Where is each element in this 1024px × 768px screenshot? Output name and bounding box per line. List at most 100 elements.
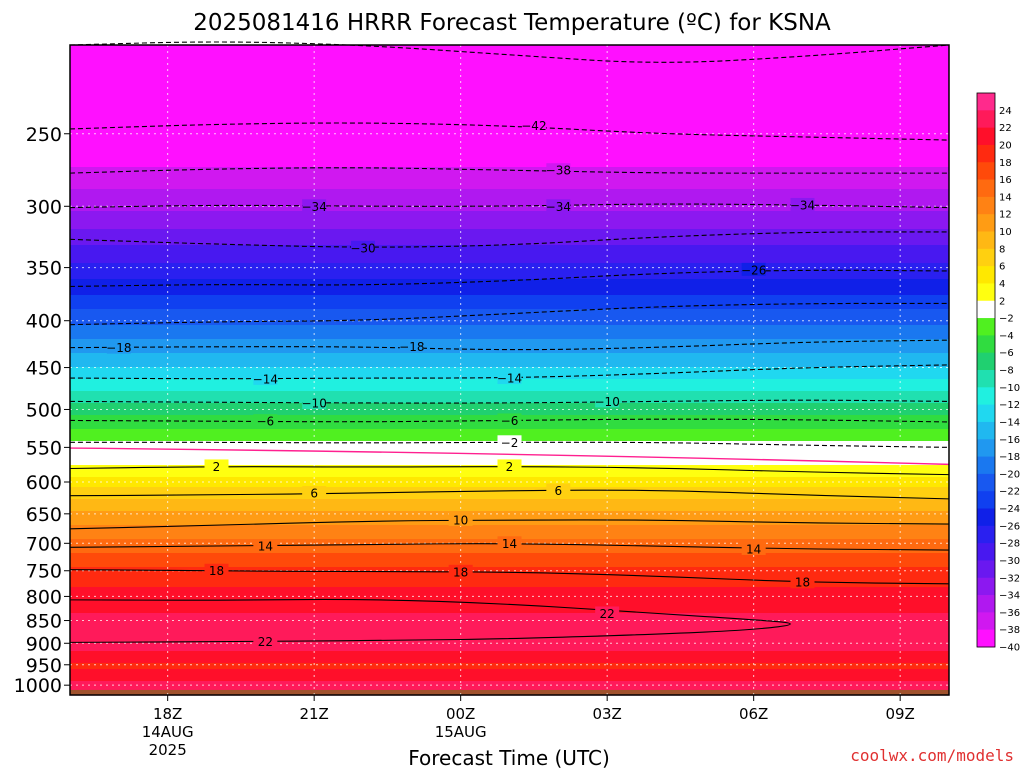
contour-label: −2 <box>501 436 519 450</box>
colorbar-frame <box>976 92 996 648</box>
freezing-level-line <box>69 447 950 466</box>
contour-label: 18 <box>209 564 224 578</box>
colorbar-label: 8 <box>999 244 1005 255</box>
x-tick-year: 2025 <box>149 741 187 759</box>
colorbar-swatch <box>977 421 995 440</box>
colorbar-label: −40 <box>999 643 1020 654</box>
y-tick-label: 850 <box>26 611 62 633</box>
x-tick-label: 06Z <box>739 705 768 723</box>
contour-minus-42 <box>69 41 950 63</box>
colorbar-label: −30 <box>999 556 1020 567</box>
colorbar-swatch <box>977 473 995 492</box>
contour-minus-2 <box>70 441 950 448</box>
colorbar-swatch <box>977 491 995 509</box>
colorbar-swatch <box>977 144 995 163</box>
colorbar-swatch <box>977 387 995 406</box>
contour-minus-18 <box>69 339 950 351</box>
contour-label-bg <box>497 459 522 473</box>
contour-label-bg <box>448 512 473 526</box>
colorbar-label: −22 <box>999 487 1020 498</box>
contour-label: 2 <box>506 460 514 474</box>
colorbar-label: −36 <box>999 608 1020 619</box>
colorbar-label: −14 <box>999 417 1020 428</box>
temperature-color-field <box>70 45 949 696</box>
contour-label: −18 <box>399 340 424 354</box>
contour-label-bg <box>399 339 424 353</box>
contour-label-bg <box>497 413 522 427</box>
contour-label: 14 <box>502 537 517 551</box>
contour-label: 14 <box>258 540 273 554</box>
contour-label-bg <box>204 459 229 473</box>
contour-14 <box>69 543 950 551</box>
colorbar-swatch <box>977 179 995 198</box>
contour-label-bg <box>302 199 327 213</box>
colorbar-swatch <box>977 110 995 129</box>
colorbar-label: 6 <box>999 262 1005 273</box>
contour-label: −34 <box>790 198 815 212</box>
contour-label-bg <box>351 240 375 254</box>
contour-lines: −42−38−34 −34 −34−30−26−18 −18−14 −14−10 −10−… <box>69 41 950 649</box>
y-tick-label: 450 <box>26 358 62 380</box>
colorbar-label: −16 <box>999 435 1020 446</box>
x-tick-label: 09Z <box>885 705 914 723</box>
contour-label-bg <box>253 414 278 428</box>
contour-label-bg <box>546 163 571 177</box>
colorbar-label: 24 <box>999 106 1012 117</box>
colorbar-label: −10 <box>999 383 1020 394</box>
colorbar-swatch <box>977 352 995 371</box>
colorbar-label: −20 <box>999 469 1020 480</box>
contour-label-bg <box>497 536 522 550</box>
colorbar-label: −2 <box>999 314 1014 325</box>
colorbar-label: −34 <box>999 591 1020 602</box>
colorbar-label: −8 <box>999 366 1014 377</box>
contour-minus-42 <box>69 122 950 141</box>
colorbar-swatch <box>977 612 995 631</box>
contour-label: −6 <box>256 415 274 429</box>
contour-label: 22 <box>258 635 273 649</box>
colorbar-label: −18 <box>999 452 1020 463</box>
y-axis: 2503003504004505005506006507007508008509… <box>14 124 70 697</box>
colorbar-swatch <box>977 300 995 319</box>
colorbar-label: −28 <box>999 539 1020 550</box>
colorbar-legend: 24 22 20 18 16 14 12 10 8 6 4 2 −2 −4 −6 −8 −10 −12 −14 −16… <box>976 92 1020 654</box>
y-tick-label: 300 <box>26 196 62 218</box>
colorbar-swatch <box>977 560 995 579</box>
y-tick-label: 800 <box>26 586 62 608</box>
contour-label: 18 <box>453 565 468 579</box>
contour-label-bg <box>253 634 278 648</box>
contour-label: 6 <box>310 487 318 501</box>
contour-label-bg <box>546 483 571 497</box>
contour-label-bg <box>790 575 815 589</box>
contour-label-bg <box>595 394 620 408</box>
contour-label-bg <box>253 539 278 553</box>
contour-label-bg <box>302 396 327 410</box>
colorbar-label: 20 <box>999 140 1012 151</box>
colorbar-swatch <box>977 370 995 388</box>
colorbar-label: 14 <box>999 192 1012 203</box>
y-tick-label: 700 <box>26 533 62 555</box>
colorbar-swatch <box>977 577 995 596</box>
colorbar-label: −24 <box>999 504 1020 515</box>
contour-label: −38 <box>546 164 571 178</box>
colorbar-label: −4 <box>999 331 1014 342</box>
plot-frame <box>69 44 950 696</box>
x-tick-label: 21Z <box>299 705 328 723</box>
contour-minus-34 <box>69 203 950 209</box>
contour-label-bg <box>448 564 473 578</box>
colorbar-swatch <box>977 231 995 250</box>
y-tick-label: 500 <box>26 399 62 421</box>
contour-minus-14 <box>69 364 950 380</box>
colorbar-swatch <box>977 318 995 336</box>
contour-label: −34 <box>302 200 327 214</box>
colorbar-swatch <box>977 404 995 423</box>
colorbar-swatch <box>977 127 995 146</box>
contour-label: −34 <box>546 200 571 214</box>
y-tick-label: 750 <box>26 561 62 583</box>
colorbar-swatch <box>977 93 995 111</box>
credit-link[interactable]: coolwx.com/models <box>850 746 1014 765</box>
colorbar-swatch <box>977 629 995 648</box>
contour-label: −18 <box>106 341 131 355</box>
x-tick-label: 18Z <box>153 705 182 723</box>
